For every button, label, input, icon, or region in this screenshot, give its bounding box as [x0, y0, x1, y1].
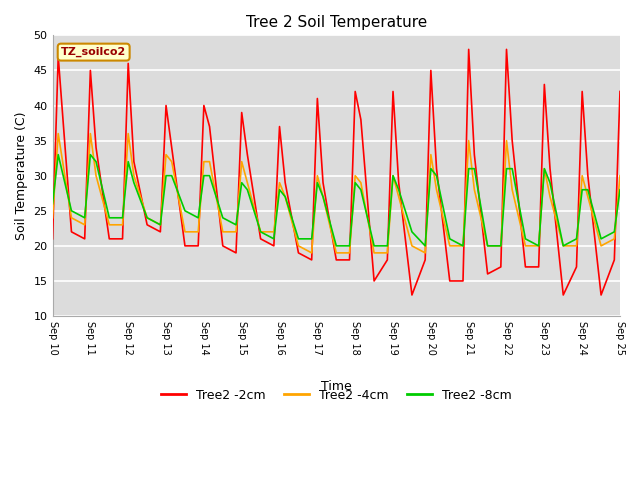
X-axis label: Time: Time	[321, 380, 351, 393]
Text: TZ_soilco2: TZ_soilco2	[61, 47, 126, 57]
Y-axis label: Soil Temperature (C): Soil Temperature (C)	[15, 111, 28, 240]
Title: Tree 2 Soil Temperature: Tree 2 Soil Temperature	[246, 15, 427, 30]
Legend: Tree2 -2cm, Tree2 -4cm, Tree2 -8cm: Tree2 -2cm, Tree2 -4cm, Tree2 -8cm	[156, 384, 517, 407]
